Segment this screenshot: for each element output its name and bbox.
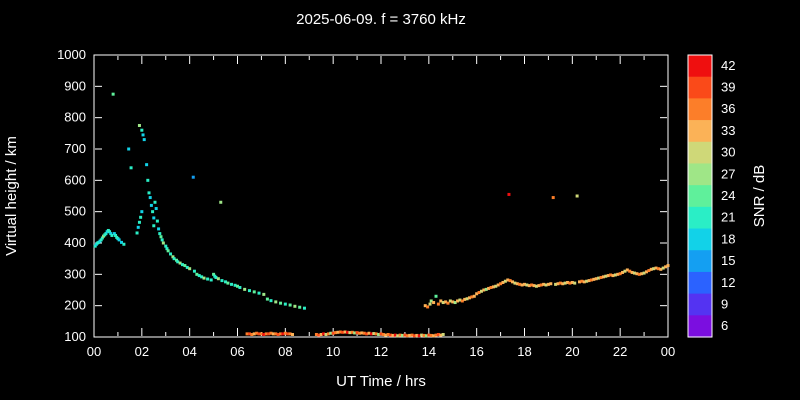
svg-text:9: 9 xyxy=(721,296,728,311)
svg-text:800: 800 xyxy=(64,110,86,125)
svg-text:500: 500 xyxy=(64,204,86,219)
svg-text:08: 08 xyxy=(278,344,292,359)
svg-text:12: 12 xyxy=(721,275,735,290)
svg-text:06: 06 xyxy=(230,344,244,359)
svg-text:100: 100 xyxy=(64,329,86,344)
snr-colorbar: 42 39 36 33 30 27 24 21 18 15 12 9 6 xyxy=(687,54,735,338)
y-axis-label: Virtual height / km xyxy=(3,136,20,256)
svg-text:1000: 1000 xyxy=(57,47,86,62)
svg-text:700: 700 xyxy=(64,141,86,156)
svg-text:04: 04 xyxy=(182,344,196,359)
chart-title: 2025-06-09. f = 3760 kHz xyxy=(296,11,466,28)
svg-text:400: 400 xyxy=(64,235,86,250)
svg-text:18: 18 xyxy=(721,231,735,246)
svg-text:300: 300 xyxy=(64,266,86,281)
svg-text:00: 00 xyxy=(661,344,675,359)
svg-text:6: 6 xyxy=(721,318,728,333)
svg-text:42: 42 xyxy=(721,58,735,73)
svg-text:20: 20 xyxy=(565,344,579,359)
svg-text:14: 14 xyxy=(422,344,436,359)
svg-text:36: 36 xyxy=(721,101,735,116)
svg-text:27: 27 xyxy=(721,166,735,181)
svg-text:15: 15 xyxy=(721,253,735,268)
svg-text:00: 00 xyxy=(87,344,101,359)
svg-text:12: 12 xyxy=(374,344,388,359)
x-axis-label: UT Time / hrs xyxy=(336,373,426,390)
svg-text:600: 600 xyxy=(64,172,86,187)
svg-text:33: 33 xyxy=(721,123,735,138)
scatter-points xyxy=(93,92,670,338)
svg-text:18: 18 xyxy=(517,344,531,359)
svg-text:200: 200 xyxy=(64,298,86,313)
svg-text:21: 21 xyxy=(721,210,735,225)
svg-text:22: 22 xyxy=(613,344,627,359)
colorbar-label: SNR / dB xyxy=(751,165,768,228)
svg-text:02: 02 xyxy=(135,344,149,359)
svg-text:39: 39 xyxy=(721,80,735,95)
svg-text:16: 16 xyxy=(469,344,483,359)
svg-text:24: 24 xyxy=(721,188,735,203)
svg-text:30: 30 xyxy=(721,145,735,160)
svg-text:900: 900 xyxy=(64,78,86,93)
svg-text:10: 10 xyxy=(326,344,340,359)
